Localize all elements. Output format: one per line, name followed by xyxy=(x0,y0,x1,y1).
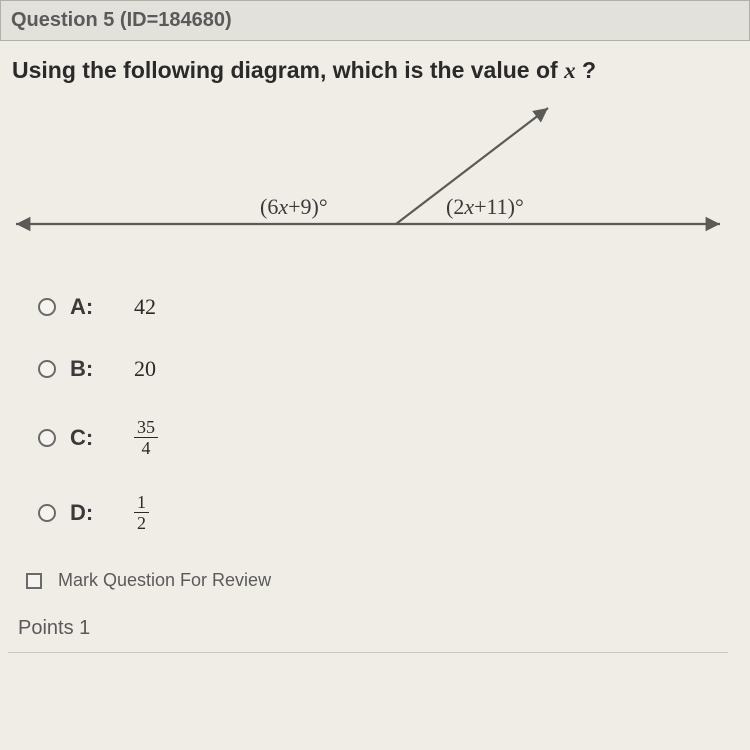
radio-d[interactable] xyxy=(38,504,56,522)
angle-diagram: (6x+9)° (2x+11)° xyxy=(8,94,728,274)
question-text: Using the following diagram, which is th… xyxy=(8,57,742,84)
review-row[interactable]: Mark Question For Review xyxy=(8,568,742,591)
option-value: 20 xyxy=(134,356,156,382)
radio-c[interactable] xyxy=(38,429,56,447)
question-suffix: ? xyxy=(576,57,596,83)
points-label: Points xyxy=(18,617,74,639)
content: Using the following diagram, which is th… xyxy=(0,41,750,653)
question-prefix: Using the following diagram, which is th… xyxy=(12,57,564,83)
option-d[interactable]: D: 12 xyxy=(38,493,742,532)
option-a[interactable]: A: 42 xyxy=(38,294,742,320)
diagram-svg xyxy=(8,94,728,274)
option-letter: C: xyxy=(70,425,98,451)
option-value: 354 xyxy=(134,418,158,457)
question-header: Question 5 (ID=184680) xyxy=(0,0,750,41)
option-letter: A: xyxy=(70,294,98,320)
angle-label-right: (2x+11)° xyxy=(446,194,524,220)
angle-label-left: (6x+9)° xyxy=(260,194,328,220)
option-b[interactable]: B: 20 xyxy=(38,356,742,382)
option-c[interactable]: C: 354 xyxy=(38,418,742,457)
radio-a[interactable] xyxy=(38,298,56,316)
points-row: Points 1 xyxy=(8,591,728,653)
header-title: Question 5 (ID=184680) xyxy=(11,9,232,31)
option-letter: B: xyxy=(70,356,98,382)
option-value: 12 xyxy=(134,493,149,532)
radio-b[interactable] xyxy=(38,360,56,378)
points-value: 1 xyxy=(79,617,90,639)
review-label: Mark Question For Review xyxy=(58,570,271,591)
option-value: 42 xyxy=(134,294,156,320)
review-checkbox[interactable] xyxy=(26,573,42,589)
question-variable: x xyxy=(564,58,576,83)
options-list: A: 42 B: 20 C: 354 D: 12 xyxy=(8,284,742,532)
option-letter: D: xyxy=(70,500,98,526)
